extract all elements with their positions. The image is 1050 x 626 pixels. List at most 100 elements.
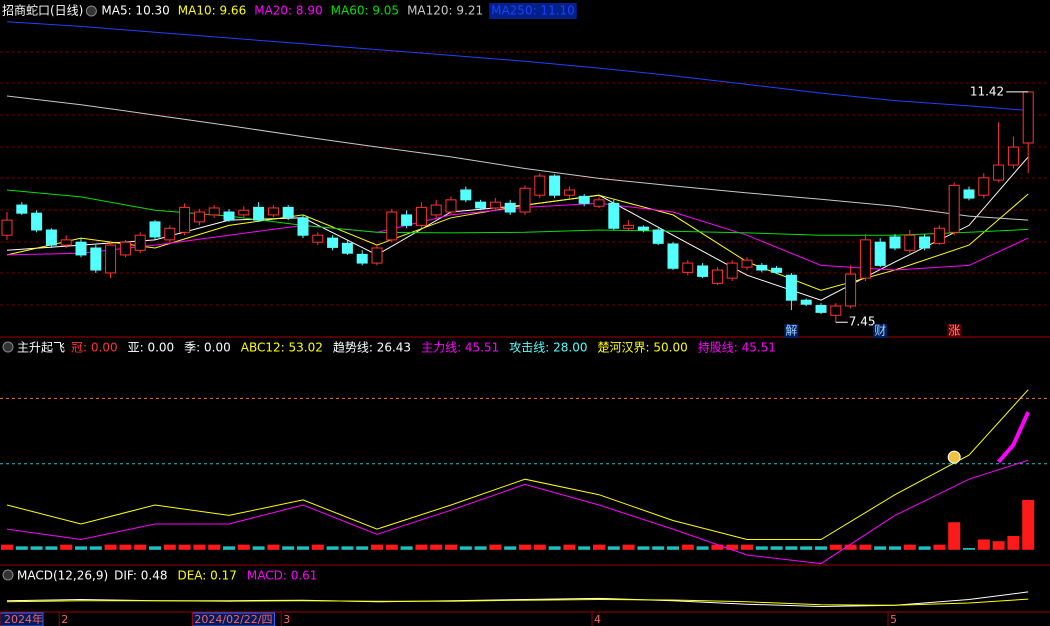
bar [297,546,309,550]
indicator-line [6,459,1029,565]
bar [711,544,724,550]
legend-item: MA10: 9.66 [178,4,246,18]
candle-body [978,177,990,196]
legend-item: DIF: 0.48 [114,569,167,583]
candle-body [327,237,339,248]
candle-body [637,226,649,231]
candle-body [90,247,102,271]
bar [800,546,813,550]
x-tick-label: 3 [283,613,290,626]
bar [311,544,324,550]
candle-body [253,206,265,221]
bar [533,544,546,550]
candle-body [460,189,472,201]
legend-item: ABC12: 53.02 [241,341,323,355]
bar [149,546,161,550]
bar [607,546,620,550]
candle-body [31,212,43,231]
bar [252,546,265,550]
candle-body [519,187,531,213]
bar [903,544,916,550]
x-tick-label: 2024/02/22/四 [194,613,272,626]
bar [89,546,102,550]
candle-body [430,204,442,216]
legend-item: MA250: 11.10 [491,4,575,18]
bar [815,546,827,550]
bar [237,544,250,550]
candle-body [267,207,279,216]
candle-body [549,175,561,196]
candle-body [445,199,457,213]
panel-icon[interactable] [2,341,14,353]
candle-body [963,189,975,199]
bar [563,544,576,550]
legend-item: MA5: 10.30 [101,4,169,18]
candle-body [223,211,235,221]
bar [208,544,221,550]
candle-body [830,305,842,316]
bar [45,546,58,550]
bar [134,544,147,550]
candle-body [904,234,916,251]
bar [341,546,354,550]
candle-body [652,229,664,244]
legend-highlight [489,3,577,19]
bar [637,546,650,550]
candle-body [401,214,413,226]
candle-body [341,242,353,254]
bar [1022,499,1035,550]
candle-body [415,206,427,226]
bar [30,546,43,550]
legend-item: 冠: 0.00 [71,341,118,355]
bar [15,546,28,550]
bar [918,546,931,550]
legend-item: MA20: 8.90 [254,4,322,18]
indicator-line [6,21,1029,111]
candle-body [756,264,768,271]
candle-body [504,202,516,213]
candle-body [179,206,191,233]
legend-item: 亚: 0.00 [128,341,175,355]
bar [400,546,413,550]
candle-body [608,202,620,229]
candle-body [489,201,501,209]
bar [60,544,73,550]
bar [282,546,295,550]
bar [267,544,280,550]
bar [933,544,946,550]
candle-body [371,247,383,264]
indicator-line [6,95,1029,221]
legend-item: DEA: 0.17 [177,569,236,583]
bar [519,544,531,550]
candle-body [75,241,87,256]
bar [963,548,975,550]
x-tick-label: 4 [594,613,601,626]
candle-body [193,211,205,223]
panel-icon[interactable] [2,569,14,581]
bar [681,544,694,550]
event-label: 涨 [948,323,960,338]
candle-body [149,221,161,238]
bar [844,544,857,550]
bar [504,546,517,550]
bar [430,544,443,550]
indicator-line [6,389,1029,540]
bar [119,544,132,550]
candle-body [134,234,146,251]
bar [193,544,206,550]
bar [474,546,487,550]
bar [1,544,13,550]
event-label: 解 [785,324,797,338]
legend-icon [85,5,97,17]
candle-body [697,265,709,277]
bar [593,544,605,550]
legend-item: 趋势线: 26.43 [333,341,411,355]
event-badge [873,324,888,338]
event-label: 财 [874,324,886,338]
bar [622,544,635,550]
chart-title: 招商蛇口(日线) [2,3,83,18]
candle-body [16,204,28,214]
